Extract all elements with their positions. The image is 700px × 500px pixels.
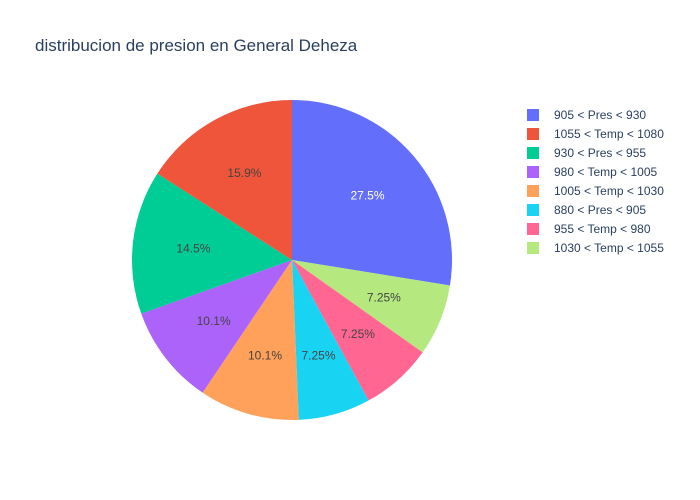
pie-slice[interactable] bbox=[292, 260, 450, 353]
legend-label: 980 < Temp < 1005 bbox=[554, 165, 658, 179]
pie-slice[interactable] bbox=[141, 260, 292, 393]
slice-percent-label: 7.25% bbox=[367, 291, 401, 305]
legend-label: 1005 < Temp < 1030 bbox=[554, 184, 664, 198]
legend-item[interactable]: 1030 < Temp < 1055 bbox=[527, 241, 664, 255]
pie-slice[interactable] bbox=[131, 173, 292, 314]
legend-label: 930 < Pres < 955 bbox=[554, 146, 646, 160]
pie-slice[interactable] bbox=[157, 100, 292, 260]
legend-swatch bbox=[527, 147, 539, 159]
legend-item[interactable]: 905 < Pres < 930 bbox=[527, 108, 646, 122]
legend-item[interactable]: 930 < Pres < 955 bbox=[527, 146, 646, 160]
legend-label: 880 < Pres < 905 bbox=[554, 203, 646, 217]
legend-item[interactable]: 1005 < Temp < 1030 bbox=[527, 184, 664, 198]
legend-item[interactable]: 955 < Temp < 980 bbox=[527, 222, 651, 236]
slice-percent-label: 10.1% bbox=[248, 348, 282, 362]
legend-label: 1055 < Temp < 1080 bbox=[554, 127, 664, 141]
legend-label: 1030 < Temp < 1055 bbox=[554, 241, 664, 255]
legend-item[interactable]: 980 < Temp < 1005 bbox=[527, 165, 658, 179]
pie-slice[interactable] bbox=[292, 260, 369, 420]
slice-percent-label: 14.5% bbox=[176, 242, 210, 256]
legend-swatch bbox=[527, 128, 539, 140]
slice-percent-label: 10.1% bbox=[197, 314, 231, 328]
chart-title: distribucion de presion en General Dehez… bbox=[35, 36, 358, 55]
slice-percent-label: 15.9% bbox=[227, 166, 261, 180]
pie-slices bbox=[131, 100, 452, 421]
slice-percent-label: 7.25% bbox=[302, 349, 336, 363]
slice-percent-label: 7.25% bbox=[341, 327, 375, 341]
pie-slice[interactable] bbox=[202, 260, 299, 421]
pie-slice-labels: 27.5% 7.25% 7.25% 7.25% 10.1% 10.1% 14.5% 15.9% bbox=[176, 166, 401, 363]
legend-label: 955 < Temp < 980 bbox=[554, 222, 651, 236]
legend-item[interactable]: 1055 < Temp < 1080 bbox=[527, 127, 664, 141]
legend-swatch bbox=[527, 166, 539, 178]
legend-swatch bbox=[527, 223, 539, 235]
slice-percent-label: 27.5% bbox=[351, 189, 385, 203]
legend-swatch bbox=[527, 109, 539, 121]
legend-swatch bbox=[527, 242, 539, 254]
legend-swatch bbox=[527, 185, 539, 197]
legend-label: 905 < Pres < 930 bbox=[554, 108, 646, 122]
pie-slice[interactable] bbox=[292, 260, 423, 401]
legend-item[interactable]: 880 < Pres < 905 bbox=[527, 203, 646, 217]
legend-swatch bbox=[527, 204, 539, 216]
legend[interactable]: 905 < Pres < 930 1055 < Temp < 1080 930 < … bbox=[527, 108, 664, 255]
pie-slice[interactable] bbox=[292, 100, 452, 286]
